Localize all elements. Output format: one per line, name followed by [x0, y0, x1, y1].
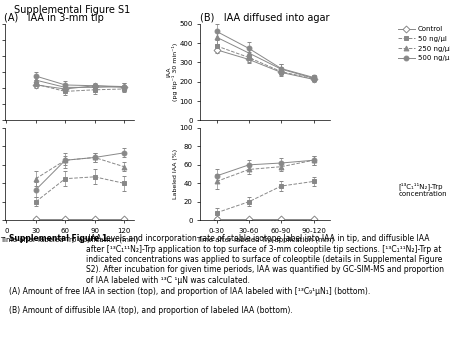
X-axis label: Time after labeled Trp application (min): Time after labeled Trp application (min) — [196, 237, 334, 243]
X-axis label: Time after labeled Trp application (min): Time after labeled Trp application (min) — [0, 237, 138, 243]
Text: IAA levels and incorporation rate of stable isotope label into IAA in tip, and d: IAA levels and incorporation rate of sta… — [86, 234, 444, 285]
Y-axis label: Labeled IAA (%): Labeled IAA (%) — [173, 149, 178, 199]
Text: [¹³C₁¹¹N₂]-Trp
concentration: [¹³C₁¹¹N₂]-Trp concentration — [399, 182, 447, 197]
Legend: Control, 50 ng/μl, 250 ng/μl, 500 ng/μl: Control, 50 ng/μl, 250 ng/μl, 500 ng/μl — [395, 23, 450, 64]
Y-axis label: IAA
(pg tip⁻¹ 30 min⁻¹): IAA (pg tip⁻¹ 30 min⁻¹) — [166, 43, 178, 101]
Text: (B) Amount of diffusible IAA (top), and proportion of labeled IAA (bottom).: (B) Amount of diffusible IAA (top), and … — [9, 306, 292, 315]
Text: Supplemental Figure 1.: Supplemental Figure 1. — [9, 234, 110, 243]
Text: Supplemental Figure S1: Supplemental Figure S1 — [14, 5, 130, 15]
Text: (B)   IAA diffused into agar: (B) IAA diffused into agar — [200, 13, 330, 23]
Text: (A)   IAA in 3-mm tip: (A) IAA in 3-mm tip — [4, 13, 104, 23]
Text: (A) Amount of free IAA in section (top), and proportion of IAA labeled with [¹³C: (A) Amount of free IAA in section (top),… — [9, 287, 370, 296]
